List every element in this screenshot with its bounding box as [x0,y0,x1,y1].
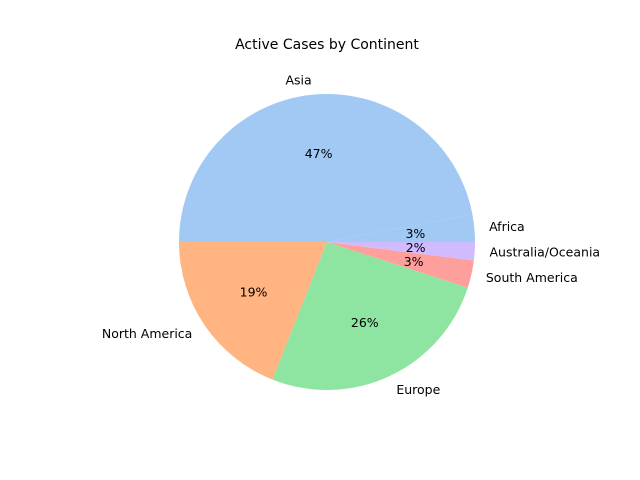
pie-category-label-africa: Africa [489,219,525,234]
pie-pct-label-africa: 3% [405,226,425,241]
chart-title: Active Cases by Continent [235,37,419,53]
pie-pct-label-australia-oceania: 2% [406,240,426,255]
pie-slice-north-america [179,242,327,380]
pie-category-label-south-america: South America [486,270,578,285]
pie-slice-south-america [327,242,474,288]
pie-pct-label-asia: 47% [305,146,333,161]
pie-slices [179,94,475,390]
pie-category-label-asia: Asia [285,72,311,87]
pie-category-label-north-america: North America [102,326,193,341]
pie-category-label-australia-oceania: Australia/Oceania [489,245,600,260]
pie-category-label-europe: Europe [396,382,440,397]
pie-labels: 3% Africa 47% Asia 19% North America 26% Europe… [102,72,600,396]
pie-pct-label-south-america: 3% [404,254,424,269]
pie-slice-africa [327,214,475,242]
pie-pct-label-north-america: 19% [240,284,268,299]
pie-slice-asia [179,94,473,242]
pie-pct-label-europe: 26% [351,315,379,330]
pie-slice-australia-oceania [327,242,475,261]
pie-slice-europe [272,242,468,390]
